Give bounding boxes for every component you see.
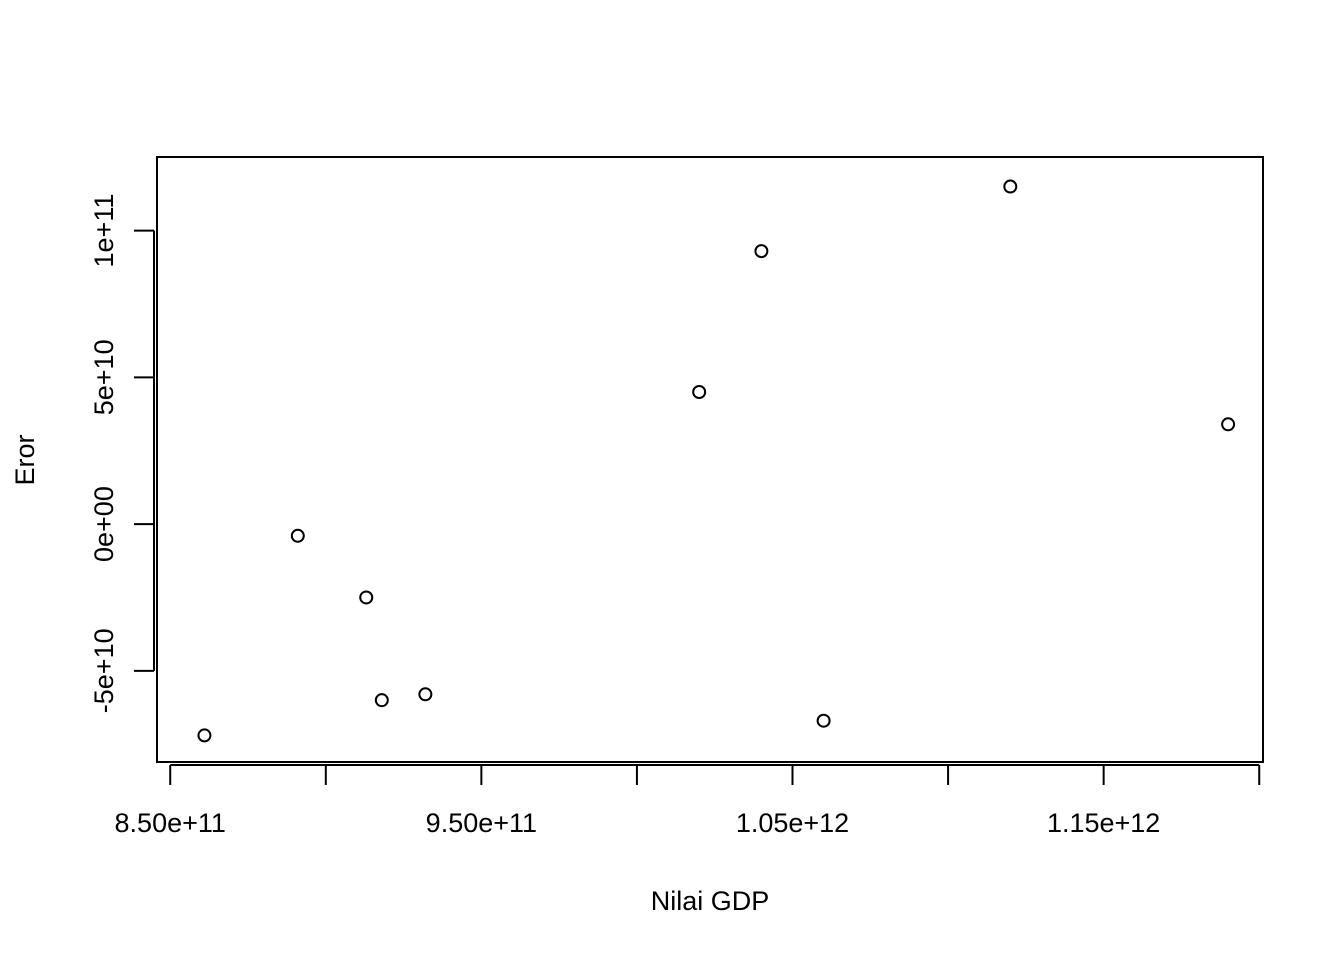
plot-frame [156, 156, 1264, 763]
data-points [197, 179, 1236, 743]
data-point [418, 687, 433, 702]
data-point [1003, 179, 1018, 194]
data-point [359, 590, 374, 605]
x-tick-label: 1.05e+12 [736, 808, 849, 838]
data-point [692, 384, 707, 399]
y-tick-label: 0e+00 [89, 486, 119, 562]
x-tick-label: 8.50e+11 [115, 808, 226, 838]
data-point [197, 728, 212, 743]
y-tick-label: 1e+11 [89, 194, 119, 268]
data-point [374, 693, 389, 708]
y-axis-label: Eror [10, 434, 40, 485]
y-axis: -5e+10 0e+00 5e+10 1e+11 [89, 194, 155, 713]
data-point [290, 528, 305, 543]
data-point [754, 244, 769, 259]
x-axis-label: Nilai GDP [651, 886, 770, 916]
y-tick-label: 5e+10 [89, 339, 119, 415]
data-point [816, 713, 831, 728]
x-axis: 8.50e+11 9.50e+11 1.05e+12 1.15e+12 [115, 764, 1261, 838]
x-tick-label: 1.15e+12 [1047, 808, 1160, 838]
data-point [1221, 417, 1236, 432]
x-tick-label: 9.50e+11 [426, 808, 537, 838]
y-tick-label: -5e+10 [89, 628, 119, 713]
